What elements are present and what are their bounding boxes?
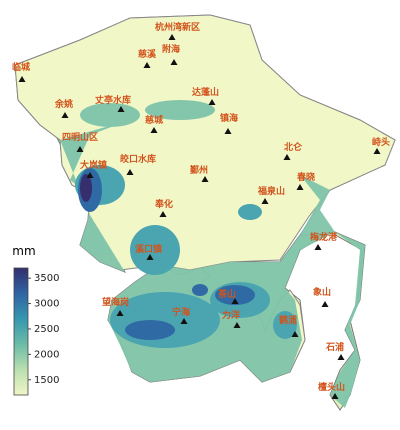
station-marker (146, 254, 154, 260)
station-marker (208, 99, 216, 105)
colorbar-tick-label: 2500 (34, 324, 59, 335)
station-label: 镇海 (220, 112, 238, 124)
station-label: 望海岗 (102, 296, 129, 308)
station-label: 鹤浦 (279, 314, 297, 326)
station-label: 临城 (12, 61, 30, 73)
station-marker (261, 198, 269, 204)
station-marker (76, 146, 84, 152)
colorbar: mm 1500 2000 2500 3000 3500 (12, 244, 59, 396)
station-label: 福泉山 (257, 185, 285, 197)
colorbar-tick-label: 2000 (34, 349, 59, 360)
station-marker (331, 393, 339, 399)
station-marker (337, 354, 345, 360)
station-label: 慈溪 (138, 48, 157, 60)
station-marker (291, 331, 299, 337)
station-label: 鄞州 (190, 164, 208, 176)
station-label: 春晓 (296, 171, 315, 183)
colorbar-tick-label: 1500 (34, 375, 59, 386)
station-label: 溪口镇 (135, 243, 162, 255)
colorbar-bar (13, 267, 29, 396)
station-marker (170, 59, 178, 65)
station-marker (117, 106, 125, 112)
station-marker (168, 34, 176, 40)
station-marker (283, 154, 291, 160)
station-label: 杭州湾新区 (155, 21, 200, 33)
station-label: 达蓬山 (192, 86, 219, 98)
station-label: 大岚镇 (80, 159, 107, 171)
station-label: 慈城 (145, 114, 163, 126)
station-label: 附海 (162, 43, 180, 55)
station-marker (86, 172, 94, 178)
station-label: 丈亭水库 (95, 94, 131, 106)
station-label: 峙头 (372, 136, 390, 148)
station-label: 茶山 (217, 288, 236, 300)
station-marker (18, 76, 26, 82)
station-marker (150, 127, 158, 133)
station-label: 力洋 (222, 309, 240, 321)
station-label: 象山 (313, 286, 331, 298)
station-marker (233, 322, 241, 328)
station-marker (116, 310, 124, 316)
station-marker (321, 301, 329, 307)
station-marker (180, 318, 188, 324)
station-label: 石浦 (325, 341, 344, 353)
colorbar-tick-label: 3000 (34, 299, 59, 310)
station-label: 皎口水库 (120, 153, 156, 165)
station-marker (224, 128, 232, 134)
station-label: 奉化 (154, 198, 173, 210)
station-label: 梅龙港 (310, 231, 338, 243)
station-marker (159, 211, 167, 217)
station-label: 檀头山 (318, 381, 345, 393)
station-marker (61, 112, 69, 118)
land (14, 14, 396, 411)
station-marker (126, 169, 134, 175)
station-label: 宁海 (172, 306, 190, 318)
colorbar-unit: mm (12, 244, 35, 258)
station-label: 四明山区 (62, 131, 98, 143)
station-marker (373, 148, 381, 154)
station-marker (296, 184, 304, 190)
colorbar-tick-label: 3500 (34, 273, 59, 284)
station-marker (201, 176, 209, 182)
station-label: 北仑 (284, 141, 303, 153)
station-marker (314, 244, 322, 250)
station-marker (143, 62, 151, 68)
station-label: 余姚 (54, 98, 73, 110)
station-marker (231, 298, 239, 304)
